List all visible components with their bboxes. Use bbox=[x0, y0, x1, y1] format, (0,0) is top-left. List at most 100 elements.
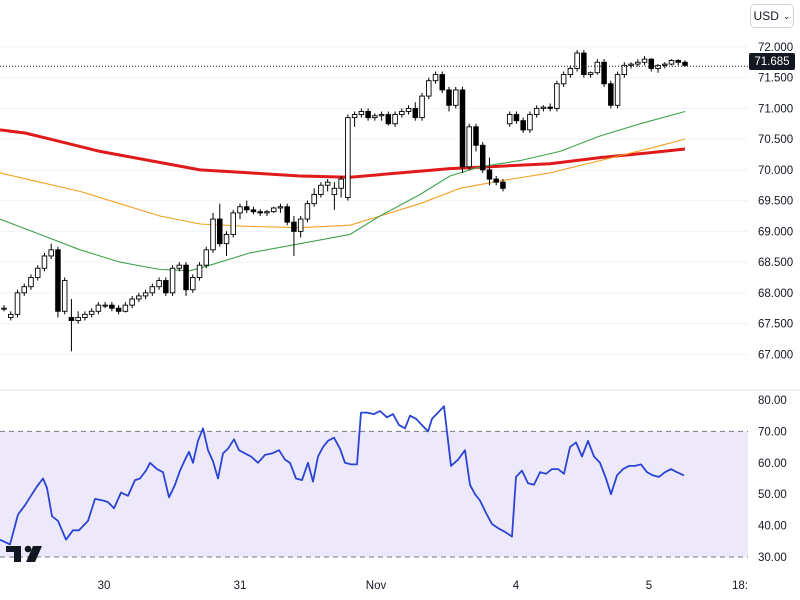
candle-body bbox=[547, 106, 553, 109]
candle bbox=[493, 176, 499, 186]
price-tick-label: 67.000 bbox=[758, 349, 793, 361]
candle-body bbox=[520, 120, 526, 131]
candle-body bbox=[668, 59, 675, 65]
candle bbox=[304, 200, 311, 223]
candle-body bbox=[264, 211, 270, 214]
candle-body bbox=[102, 304, 108, 307]
candle-body bbox=[324, 181, 331, 186]
candle-body bbox=[311, 194, 317, 205]
candle bbox=[520, 117, 526, 133]
candle bbox=[554, 80, 560, 112]
candle-body bbox=[554, 83, 560, 109]
candle-body bbox=[331, 187, 338, 195]
candle bbox=[419, 93, 425, 121]
candle bbox=[75, 311, 81, 324]
rsi-pane bbox=[0, 405, 748, 558]
candle bbox=[176, 262, 183, 272]
candle-body bbox=[372, 115, 378, 119]
rsi-tick-label: 60.00 bbox=[758, 458, 787, 470]
candle-body bbox=[432, 74, 439, 82]
candle bbox=[345, 114, 351, 201]
candle bbox=[439, 71, 446, 94]
candle bbox=[237, 203, 243, 220]
candle bbox=[560, 71, 567, 87]
candle-body bbox=[675, 59, 682, 63]
candle bbox=[257, 209, 263, 216]
price-axis: 67.000 67.500 68.000 68.500 69.000 69.500 70.0… bbox=[758, 42, 793, 361]
candle bbox=[628, 62, 634, 69]
candle bbox=[156, 277, 162, 290]
candle-body bbox=[291, 221, 297, 232]
candle bbox=[513, 111, 520, 124]
candle-body bbox=[122, 304, 129, 312]
candle bbox=[88, 308, 95, 318]
candle-body bbox=[163, 280, 169, 294]
chevron-down-icon: ⌄ bbox=[782, 10, 791, 21]
candle-body bbox=[230, 212, 236, 235]
candle bbox=[506, 111, 513, 127]
candle-body bbox=[304, 203, 311, 220]
candle-body bbox=[594, 61, 601, 74]
tradingview-logo-icon bbox=[6, 545, 42, 562]
candle-body bbox=[257, 211, 263, 214]
candle-body bbox=[115, 307, 122, 312]
candle-body bbox=[581, 52, 587, 76]
candle bbox=[270, 206, 277, 213]
candle-body bbox=[243, 206, 250, 211]
candle-body bbox=[88, 310, 95, 315]
candle-body bbox=[574, 52, 580, 69]
candle bbox=[479, 142, 486, 173]
candle-body bbox=[446, 89, 452, 106]
candle-body bbox=[217, 218, 223, 245]
candle bbox=[358, 108, 365, 118]
candle-body bbox=[270, 207, 277, 213]
candle-body bbox=[540, 106, 547, 109]
rsi-tick-label: 50.00 bbox=[758, 489, 787, 501]
candle-body bbox=[14, 292, 21, 315]
candle bbox=[641, 56, 648, 66]
candle bbox=[203, 246, 210, 269]
candle bbox=[567, 65, 574, 78]
candle bbox=[277, 203, 284, 213]
currency-selector[interactable]: USD ⌄ bbox=[750, 4, 794, 28]
candle-body bbox=[405, 107, 412, 112]
candle-body bbox=[459, 89, 466, 168]
candle-body bbox=[142, 292, 149, 297]
candlestick-series bbox=[1, 49, 688, 352]
moving-average-line bbox=[0, 110, 686, 272]
candle bbox=[635, 59, 641, 67]
candle bbox=[243, 200, 250, 213]
candle-body bbox=[567, 67, 574, 76]
candle-body bbox=[385, 114, 392, 125]
price-tick-label: 67.500 bbox=[758, 319, 793, 331]
candle bbox=[34, 265, 41, 281]
candle-body bbox=[48, 249, 54, 257]
candle bbox=[109, 302, 115, 312]
candle-body bbox=[399, 111, 405, 115]
candle-body bbox=[129, 298, 135, 306]
price-tick-label: 69.000 bbox=[758, 226, 793, 238]
candle-body bbox=[68, 316, 75, 321]
candle bbox=[196, 262, 203, 281]
candle bbox=[95, 302, 102, 315]
candle-body bbox=[318, 184, 324, 195]
candle-body bbox=[109, 304, 115, 309]
candle bbox=[48, 243, 54, 260]
candle-body bbox=[365, 111, 371, 119]
candle bbox=[115, 305, 122, 315]
candle bbox=[648, 57, 655, 72]
candle bbox=[297, 215, 304, 238]
candle-body bbox=[426, 80, 432, 97]
candle bbox=[1, 305, 7, 312]
candle-body bbox=[61, 280, 68, 312]
candle-body bbox=[439, 74, 446, 91]
rsi-tick-label: 80.00 bbox=[758, 395, 787, 407]
candle bbox=[351, 111, 358, 127]
price-tick-label: 68.500 bbox=[758, 257, 793, 269]
candle bbox=[250, 206, 257, 215]
candle-body bbox=[560, 74, 567, 85]
time-tick-label: 18: bbox=[732, 580, 748, 592]
candle bbox=[122, 302, 129, 313]
rsi-band bbox=[0, 431, 748, 557]
candle bbox=[594, 59, 601, 75]
